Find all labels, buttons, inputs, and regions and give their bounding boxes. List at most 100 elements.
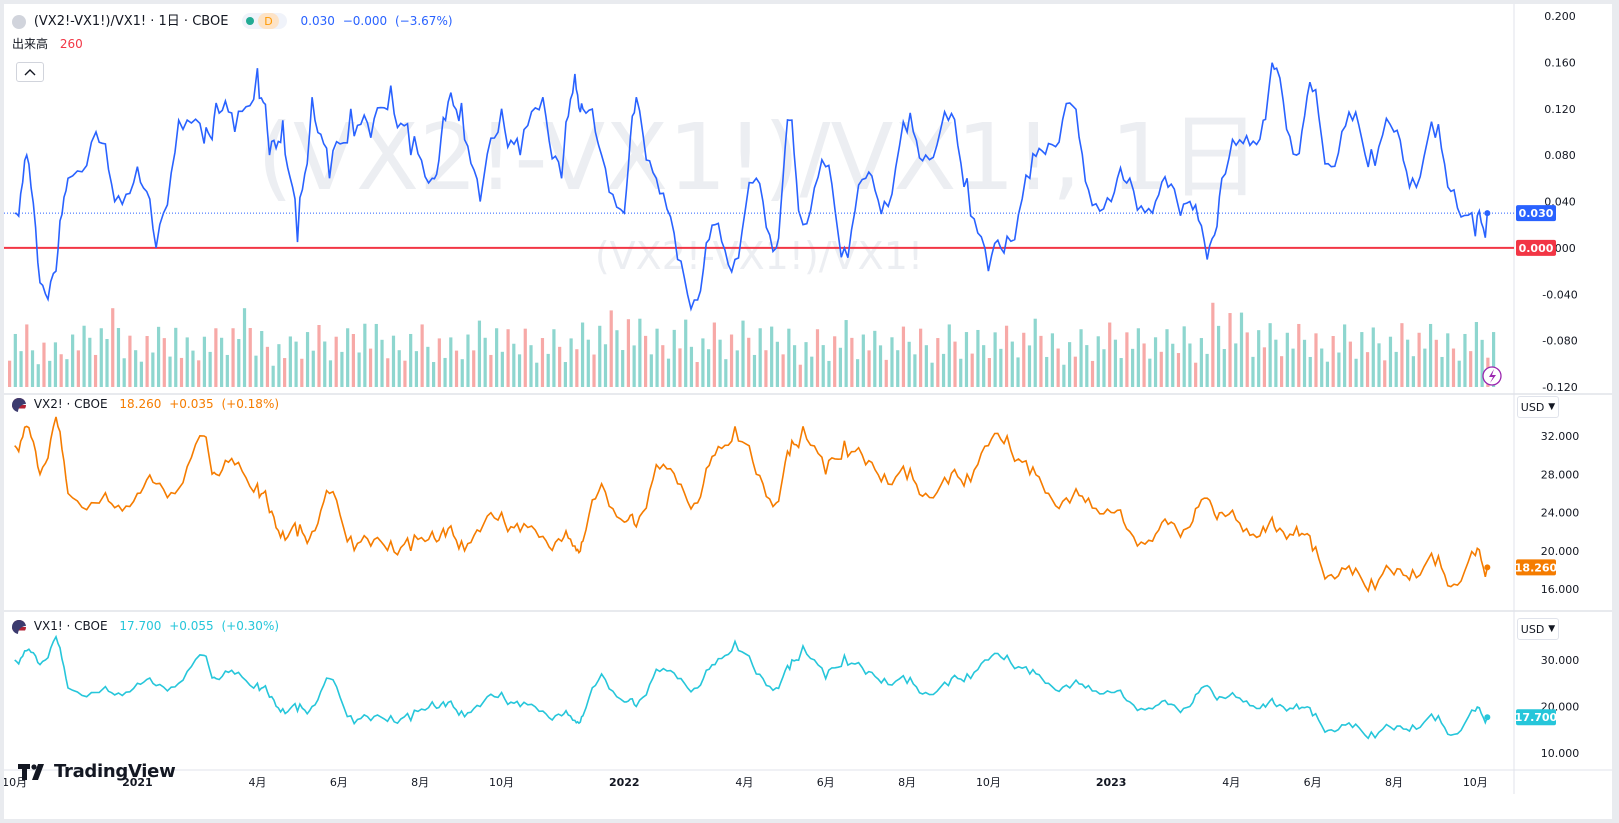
volume-bar (36, 364, 40, 387)
volume-bar (930, 362, 934, 387)
x-tick-label: 4月 (1222, 776, 1240, 789)
volume-bar (552, 329, 556, 387)
volume-bar (546, 353, 550, 387)
volume-bar (655, 328, 659, 387)
volume-bar (953, 341, 957, 387)
volume-bar (1102, 349, 1106, 387)
volume-bar (695, 362, 699, 387)
volume-bar (248, 328, 252, 387)
volume-bar (603, 344, 608, 387)
volume-bar (1136, 328, 1140, 387)
chart-canvas[interactable]: (VX2!-VX1!)/VX1!, 1日 (VX2!-VX1!)/VX1! 0.… (4, 4, 1612, 819)
volume-bar (19, 351, 23, 387)
volume-bar (1131, 348, 1135, 387)
volume-bar (71, 334, 75, 387)
volume-bar (529, 345, 533, 387)
volume-bar (575, 349, 579, 387)
volume-legend[interactable]: 出来高 260 (12, 35, 87, 52)
y-tick-label: -0.040 (1542, 288, 1577, 301)
volume-bar (1331, 336, 1335, 387)
y-tick-label: 30.000 (1541, 654, 1580, 667)
volume-bar (661, 345, 665, 387)
volume-bar (1474, 322, 1479, 387)
volume-bar (1463, 333, 1467, 387)
volume-bar (237, 339, 241, 387)
volume-bar (993, 332, 997, 387)
vx1-currency-select[interactable]: USD ▼ (1517, 618, 1559, 640)
market-status-badge[interactable]: D (242, 13, 287, 29)
tradingview-logo[interactable]: TradingView (18, 761, 176, 782)
y-tick-label: 0.120 (1544, 103, 1576, 116)
volume-bar (122, 358, 126, 387)
vx1-legend-title[interactable]: VX1! · CBOE (33, 619, 108, 633)
volume-bar (1325, 361, 1330, 387)
volume-bar (913, 354, 917, 387)
chart-container[interactable]: (VX2!-VX1!)/VX1!, 1日 (VX2!-VX1!)/VX1! 0.… (4, 4, 1612, 819)
vx2-legend[interactable]: VX2! · CBOE 18.260 +0.035 (+0.18%) (12, 397, 283, 412)
vx1-legend[interactable]: VX1! · CBOE 17.700 +0.055 (+0.30%) (12, 619, 283, 634)
x-tick-label: 6月 (817, 776, 835, 789)
volume-bar (982, 345, 986, 387)
volume-bar (752, 354, 757, 387)
volume-bar (1079, 329, 1083, 387)
x-tick-label: 10月 (4, 776, 27, 789)
volume-bar (1159, 351, 1163, 387)
us-flag-icon (12, 619, 26, 634)
watermark-subtitle: (VX2!-VX1!)/VX1! (595, 234, 923, 278)
volume-bar (1257, 330, 1261, 387)
x-tick-label: 6月 (330, 776, 348, 789)
volume-bar (443, 357, 447, 387)
ratio-legend-title[interactable]: (VX2!-VX1!)/VX1! · 1日 · CBOE (33, 14, 229, 29)
volume-bar (1360, 332, 1364, 387)
volume-bar (500, 351, 504, 387)
volume-bar (764, 350, 768, 387)
volume-bar (1274, 339, 1278, 387)
volume-bar (174, 327, 178, 387)
volume-bar (999, 348, 1003, 387)
volume-bar (1383, 360, 1387, 387)
y-tick-label: -0.120 (1542, 381, 1577, 394)
volume-bar (225, 354, 229, 387)
volume-bar (1308, 356, 1312, 387)
volume-bar (1039, 335, 1043, 387)
volume-bar (1245, 332, 1249, 387)
vx2-currency-select[interactable]: USD ▼ (1517, 396, 1559, 418)
volume-bar (466, 334, 470, 387)
volume-bar (1268, 323, 1272, 387)
vx1-series-line (14, 634, 1489, 740)
volume-bar (368, 348, 373, 387)
ratio-price-label: 0.030 (1519, 207, 1554, 220)
vx2-last-value: 18.260 (119, 397, 162, 411)
volume-bar (1291, 348, 1295, 387)
volume-bar (432, 362, 436, 387)
collapse-legend-button[interactable] (16, 62, 44, 82)
ratio-last-point (1484, 210, 1491, 217)
lightning-icon[interactable] (1482, 366, 1502, 386)
vx1-price-label-bg (1516, 709, 1556, 726)
volume-bar (1125, 332, 1129, 387)
volume-bar (781, 354, 785, 387)
volume-bar (563, 362, 567, 387)
volume-bar (1062, 364, 1066, 387)
volume-label: 出来高 (12, 37, 49, 51)
y-tick-label: 32.000 (1541, 430, 1580, 443)
volume-bar (1228, 313, 1232, 387)
x-tick-label: 10月 (976, 776, 1001, 789)
x-tick-label: 10月 (489, 776, 514, 789)
volume-bar (351, 333, 355, 387)
y-tick-label: 20.000 (1541, 545, 1580, 558)
ratio-legend[interactable]: (VX2!-VX1!)/VX1! · 1日 · CBOE D 0.030 −0.… (12, 10, 457, 29)
volume-bar (265, 346, 270, 387)
x-tick-label: 8月 (1385, 776, 1403, 789)
volume-bar (941, 353, 946, 387)
volume-bar (1343, 324, 1347, 387)
volume-bar (288, 336, 292, 387)
volume-bar (48, 360, 52, 387)
volume-bar (517, 354, 522, 387)
volume-bar (1434, 339, 1438, 387)
volume-bar (856, 359, 860, 387)
x-tick-label: 8月 (411, 776, 429, 789)
volume-bar (300, 358, 304, 387)
x-tick-label: 6月 (1304, 776, 1322, 789)
vx2-legend-title[interactable]: VX2! · CBOE (33, 397, 108, 411)
